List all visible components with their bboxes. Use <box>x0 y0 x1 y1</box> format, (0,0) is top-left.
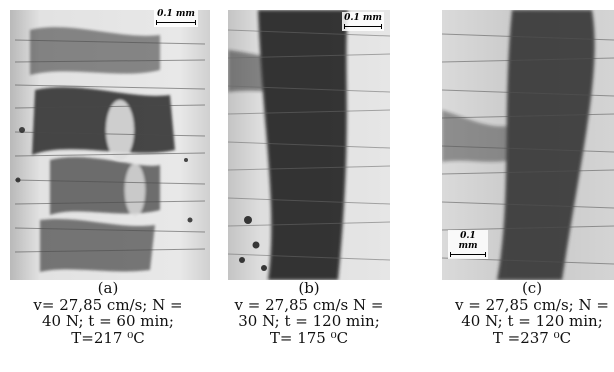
caption-label: (b) <box>298 279 320 297</box>
wear-track-image-b <box>228 10 390 280</box>
caption-line: v= 27,85 cm/s; N = <box>33 295 183 314</box>
caption-label: (a) <box>97 279 119 297</box>
caption-line: 40 N; t = 120 min; <box>461 312 603 330</box>
micrograph-c <box>442 10 614 280</box>
caption-label: (c) <box>521 279 543 297</box>
caption-a: (a) v= 27,85 cm/s; N = 40 N; t = 60 min;… <box>2 280 214 346</box>
caption-line: T=217 ⁰C <box>71 328 145 347</box>
scale-bar-label: 0.1 mm <box>458 231 478 251</box>
scale-bar-b: 0.1 mm <box>342 12 384 31</box>
scale-bar-line <box>344 24 382 29</box>
caption-line: T= 175 ⁰C <box>269 328 349 347</box>
micrograph-b <box>228 10 390 280</box>
scale-bar-line <box>450 252 486 257</box>
scale-bar-c: 0.1 mm <box>448 230 488 259</box>
caption-b: (b) v = 27,85 cm/s N = 30 N; t = 120 min… <box>214 280 404 346</box>
wear-track-image-c <box>442 10 614 280</box>
caption-line: v = 27,85 cm/s; N = <box>455 295 609 314</box>
wear-track-image-a <box>10 10 210 280</box>
caption-c: (c) v = 27,85 cm/s; N = 40 N; t = 120 mi… <box>432 280 614 346</box>
caption-line: 30 N; t = 120 min; <box>238 312 380 330</box>
caption-line: v = 27,85 cm/s N = <box>234 295 384 314</box>
micrograph-a <box>10 10 210 280</box>
scale-bar-label: 0.1 mm <box>344 13 382 23</box>
scale-bar-line <box>156 20 196 25</box>
scale-bar-label: 0.1 mm <box>157 9 195 19</box>
caption-line: T =237 ⁰C <box>492 328 572 347</box>
scale-bar-a: 0.1 mm <box>154 8 198 27</box>
caption-line: 40 N; t = 60 min; <box>42 312 174 330</box>
